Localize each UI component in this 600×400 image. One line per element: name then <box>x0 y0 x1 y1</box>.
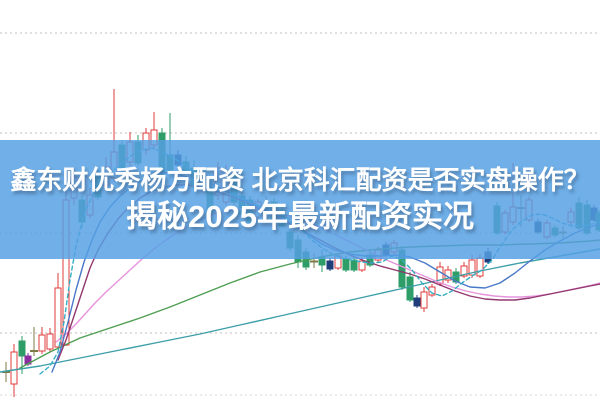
candle-body <box>350 259 358 271</box>
headline-banner: 鑫东财优秀杨方配资 北京科汇配资是否实盘操作？ 揭秘2025年最新配资实况 <box>0 140 600 259</box>
candle-body <box>468 259 476 276</box>
ma-line-ma-teal-slow <box>0 248 600 373</box>
ma-line-ma-green <box>19 239 600 369</box>
headline-line-2: 揭秘2025年最新配资实况 <box>126 198 474 234</box>
candle-body <box>46 333 54 350</box>
candle-body <box>342 258 350 271</box>
candle-body <box>460 265 468 277</box>
candle-body <box>18 340 26 357</box>
candle-body <box>436 266 444 285</box>
candle-body <box>38 334 46 352</box>
candle-body <box>406 276 414 301</box>
candle-body <box>358 260 366 271</box>
headline-line-1: 鑫东财优秀杨方配资 北京科汇配资是否实盘操作？ <box>10 164 590 195</box>
candle-body <box>54 287 62 348</box>
candle-body <box>326 260 334 270</box>
candle-body <box>420 291 428 309</box>
candle-body <box>428 286 436 296</box>
candle-body <box>10 351 18 385</box>
candle-body <box>413 297 421 307</box>
candle-body <box>476 257 484 277</box>
